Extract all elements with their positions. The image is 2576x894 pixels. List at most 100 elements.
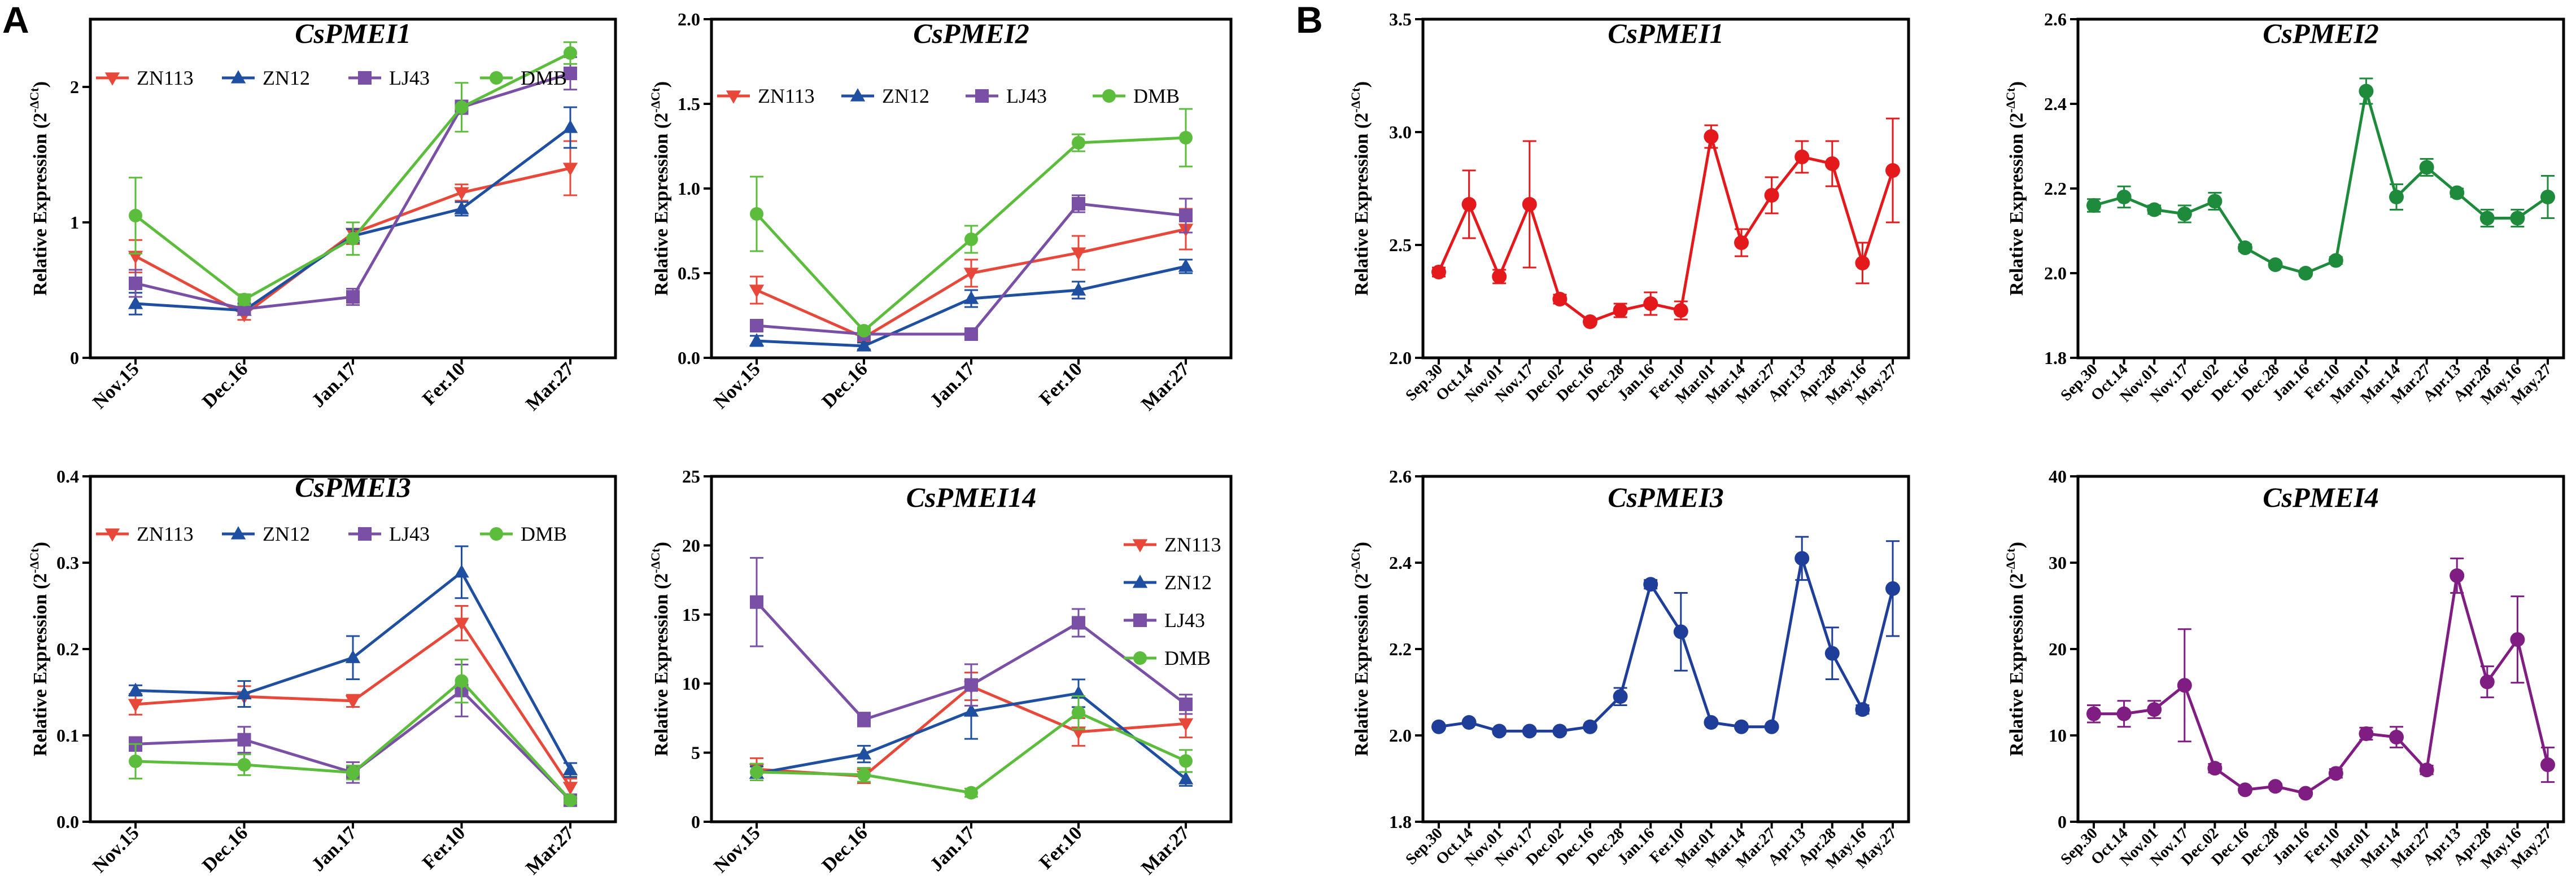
- data-point: [454, 617, 469, 631]
- chart-title: CsPMEI3: [295, 471, 411, 503]
- y-axis-label: Relative Expression (2-ΔCt): [2003, 542, 2027, 756]
- y-tick-label: 2.4: [1389, 553, 1412, 573]
- data-point: [1522, 197, 1537, 212]
- x-tick-label: Mar.27: [522, 358, 578, 414]
- chart-panel-4: 0 5 10 15 20 25 Relative Expression (2-ΔCt) Nov…: [648, 466, 1233, 879]
- legend-marker: [1133, 613, 1147, 627]
- x-tick-label: Nov.15: [89, 358, 143, 413]
- data-point: [2540, 757, 2555, 773]
- chart-title: CsPMEI2: [913, 17, 1029, 49]
- data-point: [2207, 194, 2223, 209]
- legend-label: ZN113: [137, 67, 194, 89]
- data-point: [1461, 197, 1477, 212]
- data-point: [1492, 269, 1507, 284]
- y-axis-label-text: Relative Expression (2: [1351, 573, 1372, 756]
- series-CsPMEI1: [1431, 117, 1900, 329]
- data-point: [2116, 706, 2132, 721]
- series-line: [1437, 136, 1894, 323]
- data-point: [1613, 689, 1628, 704]
- legend-marker: [1102, 89, 1116, 103]
- y-tick-label: 1: [70, 212, 79, 233]
- data-point: [1885, 163, 1900, 178]
- data-point: [455, 674, 469, 688]
- chart-title: CsPMEI1: [295, 17, 411, 49]
- y-tick-label: 10: [2049, 725, 2067, 746]
- x-tick-label: Nov.15: [710, 358, 764, 413]
- data-point: [750, 765, 763, 779]
- legend-label: DMB: [521, 523, 567, 545]
- y-tick-label: 0: [691, 812, 700, 832]
- y-tick-label: 10: [682, 673, 700, 694]
- series-DMB: [750, 695, 1193, 800]
- data-point: [1704, 715, 1719, 730]
- x-tick-label: Dec.16: [818, 822, 872, 876]
- data-point: [128, 682, 143, 696]
- data-point: [1673, 624, 1688, 639]
- y-axis-label-sup: -ΔCt: [1348, 548, 1363, 573]
- y-axis-label-end: ): [651, 542, 672, 548]
- y-tick-label: 2: [70, 77, 79, 97]
- y-tick-label: 0.3: [56, 553, 79, 573]
- data-point: [455, 100, 469, 114]
- legend-marker: [850, 88, 866, 102]
- data-point: [2268, 779, 2283, 794]
- x-tick-label: Jan.17: [308, 358, 361, 411]
- data-point: [750, 595, 763, 609]
- data-point: [2298, 786, 2313, 801]
- data-point: [454, 187, 469, 200]
- data-point: [2359, 84, 2374, 99]
- series-DMB: [750, 108, 1193, 338]
- data-point: [345, 695, 361, 709]
- y-tick-label: 2.0: [1389, 348, 1412, 368]
- data-point: [1795, 150, 1810, 164]
- legend-marker: [358, 71, 372, 85]
- y-axis-label-text: Relative Expression (2: [2006, 573, 2027, 756]
- data-point: [1461, 715, 1477, 730]
- y-tick-label: 2.2: [1389, 639, 1412, 659]
- x-tick-label: Jan.17: [308, 822, 361, 875]
- data-point: [1734, 719, 1749, 734]
- y-tick-label: 1.5: [678, 94, 700, 114]
- data-point: [2177, 678, 2192, 693]
- x-tick-label: Fer.10: [1036, 822, 1086, 873]
- legend: ZN113 ZN12 LJ43 DMB: [96, 67, 567, 89]
- data-point: [749, 333, 765, 347]
- plot-frame: [710, 475, 1233, 823]
- data-point: [1178, 718, 1194, 731]
- data-point: [1583, 719, 1597, 734]
- data-point: [1492, 724, 1507, 739]
- data-point: [1179, 209, 1193, 222]
- legend-label: LJ43: [1006, 85, 1047, 107]
- y-tick-label: 0.0: [56, 812, 79, 832]
- chart-title: CsPMEI3: [1608, 481, 1724, 513]
- data-point: [856, 338, 872, 352]
- data-point: [1522, 724, 1537, 739]
- data-point: [857, 768, 871, 782]
- y-axis-label-text: Relative Expression (2: [2006, 113, 2027, 296]
- data-point: [2147, 202, 2162, 217]
- data-point: [1704, 129, 1719, 144]
- y-tick-label: 20: [2049, 639, 2067, 659]
- legend-label: ZN113: [758, 85, 815, 107]
- y-axis-label-text: Relative Expression (2: [1351, 113, 1372, 296]
- legend-marker: [230, 70, 246, 84]
- chart-panel-2: 0.0 0.5 1.0 1.5 2.0 Relative Expression (2-ΔC…: [648, 9, 1233, 415]
- data-point: [129, 209, 142, 222]
- y-axis-label-end: ): [2006, 542, 2027, 548]
- data-point: [128, 699, 143, 712]
- data-point: [2238, 240, 2252, 255]
- y-axis-label-sup: -ΔCt: [2003, 548, 2018, 573]
- legend-marker: [104, 72, 120, 86]
- data-point: [454, 564, 469, 578]
- series-LJ43: [129, 56, 577, 316]
- x-tick-label: Fer.10: [418, 822, 469, 873]
- y-axis-label: Relative Expression (2-ΔCt): [27, 81, 51, 296]
- x-tick-label: Nov.15: [89, 822, 143, 877]
- chart-panel-6: 1.8 2.0 2.2 2.4 2.6 Relative Expression (2-ΔC…: [2003, 9, 2565, 408]
- y-axis-label-end: ): [1351, 81, 1372, 87]
- data-point: [2268, 257, 2283, 272]
- y-tick-label: 0.0: [678, 348, 700, 368]
- legend-label: LJ43: [389, 523, 430, 545]
- legend: ZN113 ZN12 LJ43 DMB: [717, 85, 1180, 107]
- data-point: [1071, 282, 1086, 296]
